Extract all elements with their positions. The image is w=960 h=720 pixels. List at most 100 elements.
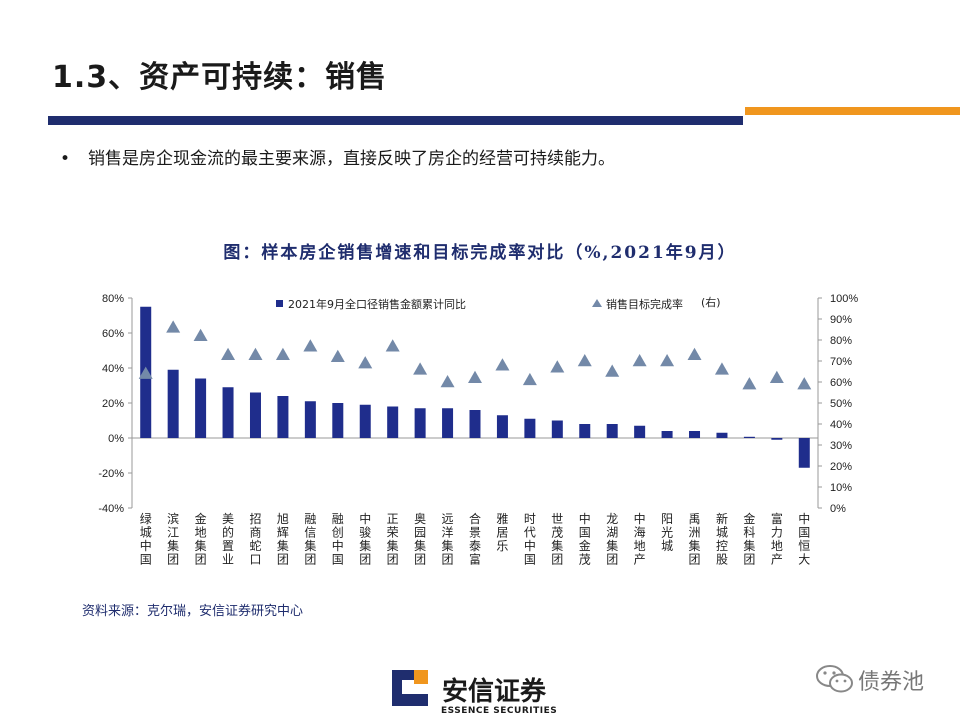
bar-8 bbox=[359, 404, 371, 438]
bar-15 bbox=[551, 420, 563, 438]
left-tick-label: 20% bbox=[102, 398, 124, 410]
right-tick-label: 80% bbox=[830, 335, 852, 347]
category-label-14: 时代中国 bbox=[524, 512, 536, 567]
logo-subtext: ESSENCE SECURITIES bbox=[441, 706, 558, 716]
right-tick-label: 60% bbox=[830, 377, 852, 389]
target-marker-6 bbox=[303, 339, 318, 352]
category-label-8: 中骏集团 bbox=[359, 511, 371, 567]
bar-7 bbox=[332, 403, 344, 438]
category-label-0: 绿城中国 bbox=[140, 511, 152, 567]
category-label-13: 雅居乐 bbox=[496, 511, 508, 553]
page-title: 1.3、资产可持续：销售 bbox=[52, 60, 388, 95]
bar-14 bbox=[524, 418, 536, 438]
bar-17 bbox=[606, 424, 618, 438]
target-marker-12 bbox=[468, 370, 482, 384]
bar-18 bbox=[634, 425, 646, 438]
left-tick-label: -40% bbox=[98, 503, 124, 515]
target-marker-7 bbox=[330, 349, 345, 363]
category-label-21: 新城控股 bbox=[716, 511, 728, 567]
title-rule-orange bbox=[745, 107, 960, 115]
logo-text: 安信证券 bbox=[442, 677, 547, 707]
legend-marker-suffix: (右) bbox=[701, 295, 721, 309]
target-marker-19 bbox=[660, 354, 675, 367]
right-tick-label: 10% bbox=[830, 482, 852, 494]
target-marker-0 bbox=[138, 366, 153, 379]
left-tick-label: 80% bbox=[102, 293, 124, 305]
target-marker-21 bbox=[714, 362, 729, 375]
bar-11 bbox=[442, 408, 454, 438]
left-tick-label: 40% bbox=[102, 363, 124, 375]
target-marker-20 bbox=[687, 347, 702, 360]
category-label-23: 富力地产 bbox=[771, 511, 783, 567]
category-label-1: 滨江集团 bbox=[167, 511, 179, 567]
category-label-24: 中国恒大 bbox=[798, 511, 810, 567]
chart-title: 图：样本房企销售增速和目标完成率对比（%,2021年9月） bbox=[223, 243, 737, 263]
left-tick-label: 0% bbox=[108, 433, 124, 445]
bar-3 bbox=[222, 387, 234, 438]
category-label-7: 融创中国 bbox=[332, 512, 344, 567]
category-label-17: 龙湖集团 bbox=[606, 512, 618, 567]
target-marker-14 bbox=[522, 372, 537, 386]
category-label-12: 合景泰富 bbox=[469, 511, 481, 567]
bullet-text: 销售是房企现金流的最主要来源，直接反映了房企的经营可持续能力。 bbox=[88, 149, 616, 169]
category-label-10: 奥园集团 bbox=[414, 512, 426, 567]
bar-19 bbox=[661, 431, 673, 438]
bar-20 bbox=[689, 431, 701, 438]
target-marker-22 bbox=[742, 377, 757, 390]
bar-10 bbox=[414, 408, 426, 438]
target-marker-3 bbox=[221, 347, 236, 360]
bar-2 bbox=[195, 378, 207, 438]
bar-23 bbox=[771, 438, 783, 440]
wechat-icon bbox=[816, 665, 853, 693]
target-marker-4 bbox=[248, 347, 263, 360]
target-marker-10 bbox=[413, 362, 428, 375]
target-marker-1 bbox=[166, 320, 181, 333]
target-marker-9 bbox=[385, 339, 400, 352]
category-label-22: 金科集团 bbox=[743, 511, 755, 567]
bar-5 bbox=[277, 396, 289, 438]
right-tick-label: 70% bbox=[830, 356, 852, 368]
bar-16 bbox=[579, 424, 591, 438]
category-label-9: 正荣集团 bbox=[387, 512, 399, 567]
category-label-3: 美的置业 bbox=[222, 512, 234, 567]
category-label-2: 金地集团 bbox=[195, 511, 207, 567]
right-tick-label: 100% bbox=[830, 293, 858, 305]
category-label-20: 禹洲集团 bbox=[689, 512, 701, 567]
bullet-symbol: • bbox=[60, 149, 71, 169]
category-label-6: 融信集团 bbox=[304, 512, 316, 567]
left-tick-label: -20% bbox=[98, 468, 124, 480]
category-label-18: 中海地产 bbox=[634, 511, 646, 567]
bar-4 bbox=[249, 392, 261, 438]
title-rule-blue bbox=[48, 116, 743, 125]
essence-logo-icon bbox=[392, 670, 428, 706]
target-marker-13 bbox=[495, 358, 510, 371]
right-tick-label: 50% bbox=[830, 398, 852, 410]
category-label-19: 阳光城 bbox=[661, 512, 673, 553]
target-marker-18 bbox=[632, 354, 647, 367]
category-label-11: 远洋集团 bbox=[442, 512, 454, 567]
legend-bar-label: 2021年9月全口径销售金额累计同比 bbox=[288, 297, 466, 311]
target-marker-8 bbox=[358, 356, 373, 369]
category-label-4: 招商蛇口 bbox=[249, 512, 261, 567]
legend-bar-swatch bbox=[276, 300, 283, 307]
right-tick-label: 20% bbox=[830, 461, 852, 473]
right-tick-label: 30% bbox=[830, 440, 852, 452]
bar-1 bbox=[167, 369, 179, 438]
target-marker-5 bbox=[275, 347, 290, 360]
target-marker-2 bbox=[193, 328, 208, 342]
target-marker-17 bbox=[605, 364, 620, 377]
source-note: 资料来源：克尔瑞，安信证券研究中心 bbox=[82, 604, 304, 619]
bar-12 bbox=[469, 410, 481, 438]
bar-6 bbox=[304, 401, 316, 438]
legend-marker-swatch bbox=[592, 299, 602, 307]
bar-24 bbox=[798, 438, 810, 468]
right-tick-label: 90% bbox=[830, 314, 852, 326]
category-label-16: 中国金茂 bbox=[579, 511, 591, 567]
bar-21 bbox=[716, 432, 728, 438]
bar-22 bbox=[743, 436, 755, 438]
left-tick-label: 60% bbox=[102, 328, 124, 340]
right-tick-label: 0% bbox=[830, 503, 846, 515]
watermark-text: 债券池 bbox=[858, 670, 925, 695]
legend-marker-label: 销售目标完成率 bbox=[606, 297, 683, 311]
